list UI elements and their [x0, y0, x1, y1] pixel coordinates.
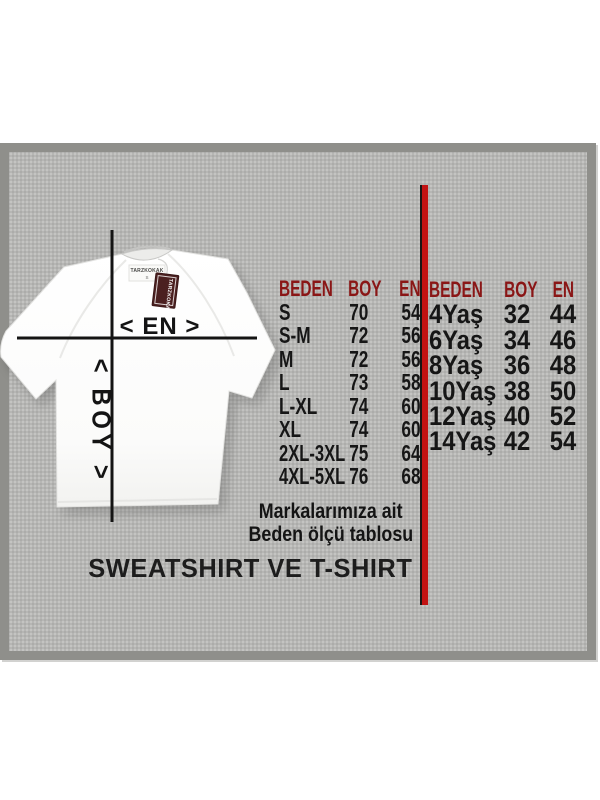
cell-size: 4Yaş — [429, 299, 484, 330]
cell-length: 76 — [349, 463, 369, 489]
page-title: SWEATSHIRT VE T-SHIRT — [88, 553, 413, 583]
cell-width: 50 — [550, 375, 577, 406]
cell-length: 70 — [349, 298, 369, 325]
cell-length: 42 — [503, 426, 531, 457]
kids-header-width: EN — [552, 277, 575, 302]
cell-size: S — [279, 298, 291, 325]
adult-header-width: EN — [399, 276, 421, 301]
note-line-2: Beden ölçü tablosu — [248, 522, 414, 546]
size-table-note: Markalarımıza ait Beden ölçü tablosu — [231, 500, 431, 546]
cell-length: 72 — [349, 322, 369, 348]
cell-width: 64 — [401, 439, 421, 466]
kids-size-table: BEDEN BOY EN 4Yaş 32 44 6Yaş 34 46 8Yaş … — [429, 277, 590, 455]
cell-size: 14Yaş — [429, 426, 497, 457]
cell-size: 8Yaş — [429, 350, 484, 381]
cell-length: 38 — [503, 375, 531, 406]
cell-width: 46 — [550, 324, 577, 355]
cell-size: S-M — [279, 322, 311, 348]
kids-header-length: BOY — [504, 277, 538, 302]
cell-length: 40 — [503, 400, 531, 431]
cell-width: 60 — [401, 392, 421, 419]
cell-size: 12Yaş — [429, 400, 497, 431]
cell-length: 36 — [503, 350, 531, 381]
cell-width: 56 — [401, 345, 421, 372]
cell-length: 75 — [349, 439, 369, 466]
width-axis-label: < EN > — [119, 313, 201, 340]
length-axis-label: < BOY > — [86, 358, 117, 484]
cell-width: 54 — [550, 426, 577, 457]
adult-header-size: BEDEN — [279, 276, 333, 301]
cell-size: M — [279, 345, 294, 372]
cell-length: 74 — [349, 392, 369, 419]
red-divider-line — [420, 185, 428, 605]
cell-length: 32 — [503, 299, 531, 330]
cell-width: 48 — [550, 350, 577, 381]
cell-size: 6Yaş — [429, 324, 484, 355]
cell-length: 34 — [503, 324, 531, 355]
cell-size: XL — [279, 416, 302, 442]
cell-size: L — [279, 369, 290, 395]
cell-size: 10Yaş — [429, 375, 497, 406]
adult-header-length: BOY — [348, 276, 382, 301]
cell-size: L-XL — [279, 392, 318, 419]
cell-width: 44 — [550, 299, 577, 330]
cell-size: 2XL-3XL — [279, 439, 346, 466]
cell-length: 73 — [349, 369, 369, 395]
cell-width: 68 — [401, 463, 421, 489]
kids-header-size: BEDEN — [429, 277, 483, 302]
cell-size: 4XL-5XL — [279, 463, 346, 489]
gray-panel — [0, 143, 596, 660]
cell-width: 52 — [550, 400, 577, 431]
note-line-1: Markalarımıza ait — [259, 500, 403, 523]
cell-width: 54 — [401, 298, 421, 325]
cell-width: 58 — [401, 369, 421, 395]
cell-length: 74 — [349, 416, 369, 442]
cell-length: 72 — [349, 345, 369, 372]
cell-width: 60 — [401, 416, 421, 442]
cell-width: 56 — [401, 322, 421, 348]
adult-size-table: BEDEN BOY EN S 70 54 S-M 72 56 M 72 56 L… — [279, 277, 421, 489]
